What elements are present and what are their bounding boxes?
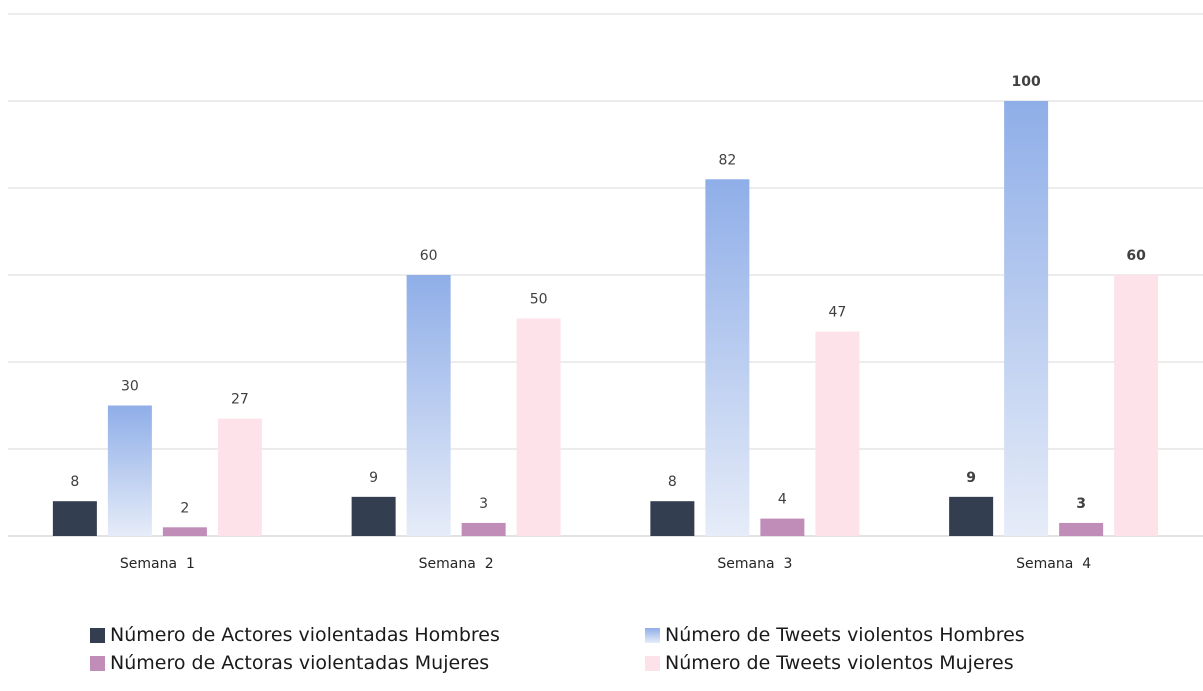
bar bbox=[217, 418, 262, 536]
gridlines bbox=[8, 13, 1203, 537]
legend-label: Número de Tweets violentos Hombres bbox=[665, 624, 1025, 646]
category-label: Semana 3 bbox=[717, 556, 792, 572]
data-label: 100 bbox=[1012, 74, 1041, 90]
data-label: 50 bbox=[530, 292, 548, 308]
data-label: 47 bbox=[828, 305, 846, 321]
data-label: 60 bbox=[420, 248, 438, 264]
legend: Número de Actores violentadas Hombres Nú… bbox=[90, 622, 1170, 676]
category-labels: Semana 1 Semana 2 Semana 3 Semana 4 bbox=[120, 556, 1091, 572]
bar bbox=[162, 527, 207, 536]
data-label: 8 bbox=[70, 474, 79, 490]
legend-label: Número de Tweets violentos Mujeres bbox=[665, 652, 1014, 674]
data-label: 9 bbox=[369, 470, 378, 486]
data-label: 8 bbox=[668, 474, 677, 490]
legend-item-tweets-hombres: Número de Tweets violentos Hombres bbox=[645, 622, 1145, 648]
legend-item-tweets-mujeres: Número de Tweets violentos Mujeres bbox=[645, 650, 1145, 676]
bar bbox=[949, 496, 994, 536]
bar bbox=[461, 522, 506, 536]
bars bbox=[52, 101, 1159, 537]
bar bbox=[516, 318, 561, 536]
data-label: 3 bbox=[479, 496, 488, 512]
data-label: 60 bbox=[1126, 248, 1146, 264]
bar bbox=[107, 405, 152, 536]
bar bbox=[815, 331, 860, 536]
bar bbox=[650, 501, 695, 536]
data-label: 9 bbox=[966, 470, 976, 486]
bar bbox=[1114, 275, 1159, 536]
category-label: Semana 1 bbox=[120, 556, 195, 572]
legend-swatch-actores-hombres bbox=[90, 627, 105, 643]
data-labels: 8 30 2 27 9 60 3 50 8 82 4 47 9 100 3 60 bbox=[70, 74, 1146, 516]
data-label: 3 bbox=[1076, 496, 1086, 512]
data-label: 82 bbox=[718, 152, 736, 168]
bar bbox=[1004, 101, 1049, 536]
bar bbox=[705, 179, 750, 537]
legend-swatch-actoras-mujeres bbox=[90, 655, 105, 671]
bar bbox=[760, 518, 805, 536]
category-label: Semana 2 bbox=[419, 556, 494, 572]
legend-swatch-tweets-mujeres bbox=[645, 655, 660, 671]
legend-item-actoras-mujeres: Número de Actoras violentadas Mujeres bbox=[90, 650, 645, 676]
legend-label: Número de Actoras violentadas Mujeres bbox=[110, 652, 490, 674]
bar bbox=[52, 501, 97, 536]
category-label: Semana 4 bbox=[1016, 556, 1091, 572]
data-label: 2 bbox=[180, 500, 189, 516]
legend-label: Número de Actores violentadas Hombres bbox=[110, 624, 500, 646]
bar bbox=[351, 496, 396, 536]
data-label: 4 bbox=[778, 492, 787, 508]
legend-swatch-tweets-hombres bbox=[645, 627, 660, 643]
data-label: 30 bbox=[121, 379, 139, 395]
legend-item-actores-hombres: Número de Actores violentadas Hombres bbox=[90, 622, 645, 648]
bar bbox=[1059, 522, 1104, 536]
data-label: 27 bbox=[231, 392, 249, 408]
bar bbox=[406, 275, 451, 536]
